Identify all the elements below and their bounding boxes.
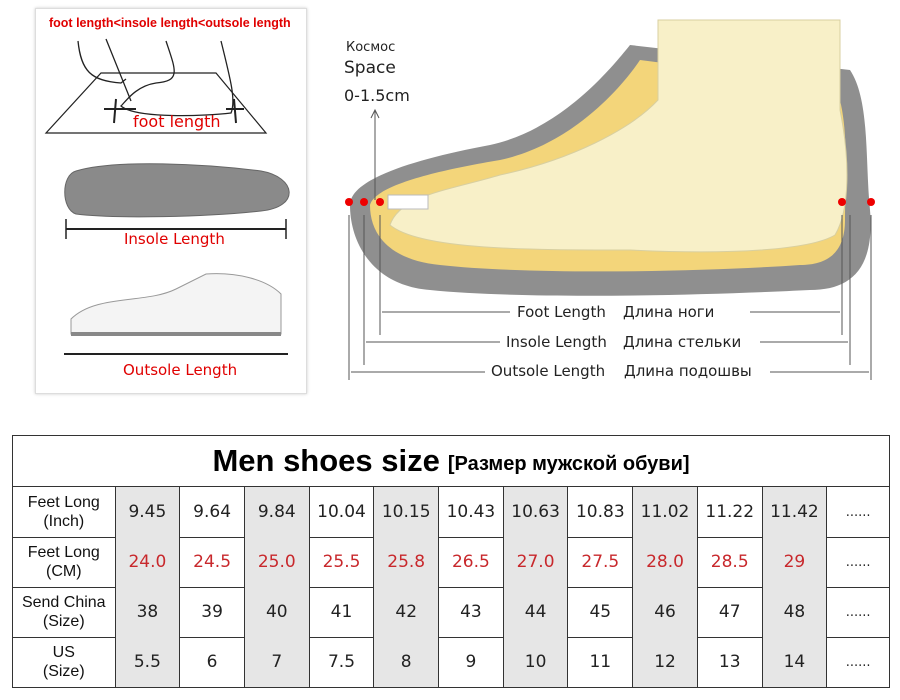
space-range: 0-1.5cm: [344, 86, 410, 105]
size-cell: 24.5: [180, 537, 245, 587]
foot-length-en: Foot Length: [517, 303, 606, 321]
size-cell: 40: [244, 587, 310, 637]
size-cell: 24.0: [115, 537, 181, 587]
size-cell: 28.0: [633, 537, 698, 587]
size-cell: 27.0: [503, 537, 569, 587]
row-header-text: US (Size): [43, 643, 85, 681]
table-title-en: Men shoes size: [212, 443, 440, 478]
row-header-line2: (Size): [42, 663, 85, 680]
insole-illustration: [64, 163, 290, 239]
table-title-ru: [Размер мужской обуви]: [447, 452, 690, 475]
row-header: Send China (Size): [13, 587, 116, 637]
row-header-text: Send China (Size): [22, 593, 106, 631]
row-header-line2: (Size): [42, 613, 85, 630]
foot-length-label: foot length: [133, 112, 221, 131]
size-cell: 9.45: [115, 487, 181, 537]
size-cell: 47: [698, 587, 763, 637]
size-cell: 10.04: [310, 487, 375, 537]
size-cell: 9.64: [180, 487, 245, 537]
size-cell: 9.84: [244, 487, 310, 537]
row-header-line1: US: [52, 644, 75, 661]
table-row-feet-long-cm: Feet Long (CM) 24.0 24.5 25.0 25.5 25.8 26.5 27.…: [13, 537, 889, 588]
size-cell: 46: [633, 587, 698, 637]
size-cell: 28.5: [698, 537, 763, 587]
size-cell: 12: [633, 637, 698, 687]
size-cell: 41: [310, 587, 375, 637]
more-sizes-cell: ......: [845, 504, 871, 520]
size-cell: 6: [180, 637, 245, 687]
measurement-guide-panel: foot length<insole length<outsole length…: [35, 8, 307, 394]
size-cell: 29: [762, 537, 828, 587]
size-cell: 38: [115, 587, 181, 637]
size-cell: 8: [374, 637, 440, 687]
size-cell: 11.02: [633, 487, 698, 537]
size-cell: 39: [180, 587, 245, 637]
size-cell: 11: [568, 637, 634, 687]
size-cell: 10.63: [503, 487, 569, 537]
size-cell: 43: [439, 587, 504, 637]
size-cell: 44: [503, 587, 569, 637]
row-header-line2: (CM): [45, 563, 82, 580]
table-row-feet-long-inch: Feet Long (Inch) 9.45 9.64 9.84 10.04 10.15 10.…: [13, 487, 889, 538]
size-cell: 11.22: [698, 487, 763, 537]
size-cell: 10.43: [439, 487, 504, 537]
measure-heading: foot length<insole length<outsole length: [49, 16, 291, 30]
row-header-line2: (Inch): [43, 513, 85, 530]
outsole-length-ru: Длина подошвы: [624, 362, 752, 380]
outsole-length-label: Outsole Length: [123, 361, 238, 379]
size-cell: 10: [503, 637, 569, 687]
insole-length-en: Insole Length: [506, 333, 607, 351]
row-header-line1: Feet Long: [27, 494, 100, 511]
table-row-us-size: US (Size) 5.5 6 7 7.5 8 9 10 11 12 13 14......: [13, 637, 889, 687]
size-cell: 7: [244, 637, 310, 687]
size-table: Men shoes size [Размер мужской обуви] Fe…: [12, 435, 890, 688]
table-row-china-size: Send China (Size) 38 39 40 41 42 43 44 45 46 47 48..…: [13, 587, 889, 638]
row-header: Feet Long (CM): [13, 537, 116, 587]
row-header: Feet Long (Inch): [13, 487, 116, 537]
foot-length-ru: Длина ноги: [623, 303, 715, 321]
insole-length-ru: Длина стельки: [623, 333, 742, 351]
size-cell: 11.42: [762, 487, 828, 537]
shoe-cross-section-diagram: [345, 19, 875, 380]
more-sizes-cell: ......: [845, 604, 871, 620]
space-label-ru: Космос: [346, 40, 396, 55]
size-cell: 13: [698, 637, 763, 687]
size-cell: 45: [568, 587, 634, 637]
row-header-line1: Send China: [21, 594, 106, 611]
more-sizes-cell: ......: [845, 554, 871, 570]
insole-length-label: Insole Length: [124, 230, 225, 248]
row-header: US (Size): [13, 637, 116, 687]
space-label-en: Space: [344, 58, 396, 78]
foot-measure-illustration: [44, 38, 268, 134]
shoe-illustration: [64, 273, 288, 355]
size-cell: 7.5: [310, 637, 375, 687]
table-title: Men shoes size [Размер мужской обуви]: [13, 436, 889, 487]
more-sizes-cell: ......: [845, 654, 871, 670]
row-header-text: Feet Long (CM): [28, 543, 100, 581]
size-cell: 27.5: [568, 537, 634, 587]
outsole-length-en: Outsole Length: [491, 362, 606, 380]
size-cell: 48: [762, 587, 828, 637]
size-cell: 25.0: [244, 537, 310, 587]
size-cell: 25.5: [310, 537, 375, 587]
size-cell: 5.5: [115, 637, 181, 687]
row-header-line1: Feet Long: [27, 544, 100, 561]
row-header-text: Feet Long (Inch): [28, 493, 100, 531]
size-cell: 42: [374, 587, 440, 637]
size-cell: 10.15: [374, 487, 440, 537]
size-cell: 25.8: [374, 537, 440, 587]
size-cell: 14: [762, 637, 828, 687]
size-cell: 9: [439, 637, 504, 687]
size-cell: 26.5: [439, 537, 504, 587]
size-cell: 10.83: [568, 487, 634, 537]
